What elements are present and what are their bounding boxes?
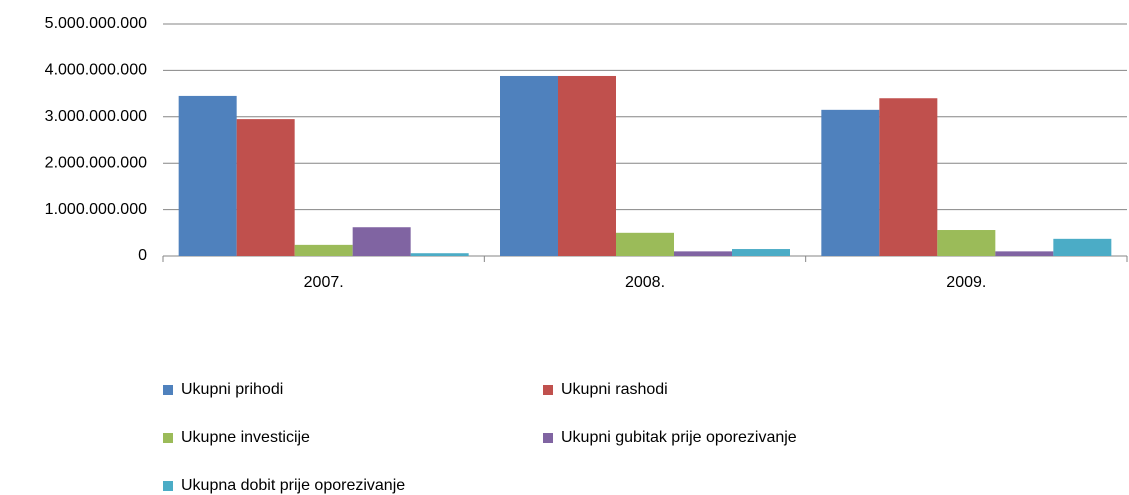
y-tick-label: 5.000.000.000 bbox=[45, 15, 147, 32]
legend-swatch bbox=[543, 385, 553, 395]
x-tick-label: 2008. bbox=[625, 274, 665, 291]
legend-label: Ukupna dobit prije oporezivanje bbox=[181, 477, 405, 494]
legend-swatch bbox=[163, 433, 173, 443]
y-tick-label: 4.000.000.000 bbox=[45, 62, 147, 79]
bar bbox=[995, 251, 1054, 256]
x-tick-label: 2007. bbox=[304, 274, 344, 291]
bar bbox=[1053, 238, 1112, 256]
bar bbox=[294, 244, 353, 256]
legend-label: Ukupni prihodi bbox=[181, 381, 283, 398]
bar bbox=[821, 109, 880, 256]
y-tick-label: 3.000.000.000 bbox=[45, 108, 147, 125]
bar bbox=[558, 75, 616, 256]
bar bbox=[879, 98, 938, 257]
bar bbox=[937, 230, 996, 256]
bar bbox=[352, 227, 411, 256]
bar bbox=[732, 249, 790, 256]
y-tick-label: 2.000.000.000 bbox=[45, 154, 147, 171]
bar bbox=[616, 232, 674, 256]
legend-label: Ukupni gubitak prije oporezivanje bbox=[561, 429, 797, 446]
legend-swatch bbox=[163, 385, 173, 395]
legend-swatch bbox=[163, 481, 173, 491]
legend-label: Ukupne investicije bbox=[181, 429, 310, 446]
x-tick-label: 2009. bbox=[946, 274, 986, 291]
bar bbox=[178, 95, 237, 256]
bar bbox=[674, 251, 732, 256]
legend-swatch bbox=[543, 433, 553, 443]
y-tick-label: 1.000.000.000 bbox=[45, 201, 147, 218]
bar bbox=[500, 75, 558, 256]
legend-label: Ukupni rashodi bbox=[561, 381, 668, 398]
bar bbox=[410, 253, 469, 256]
bar bbox=[236, 119, 295, 257]
y-tick-label: 0 bbox=[138, 247, 147, 264]
